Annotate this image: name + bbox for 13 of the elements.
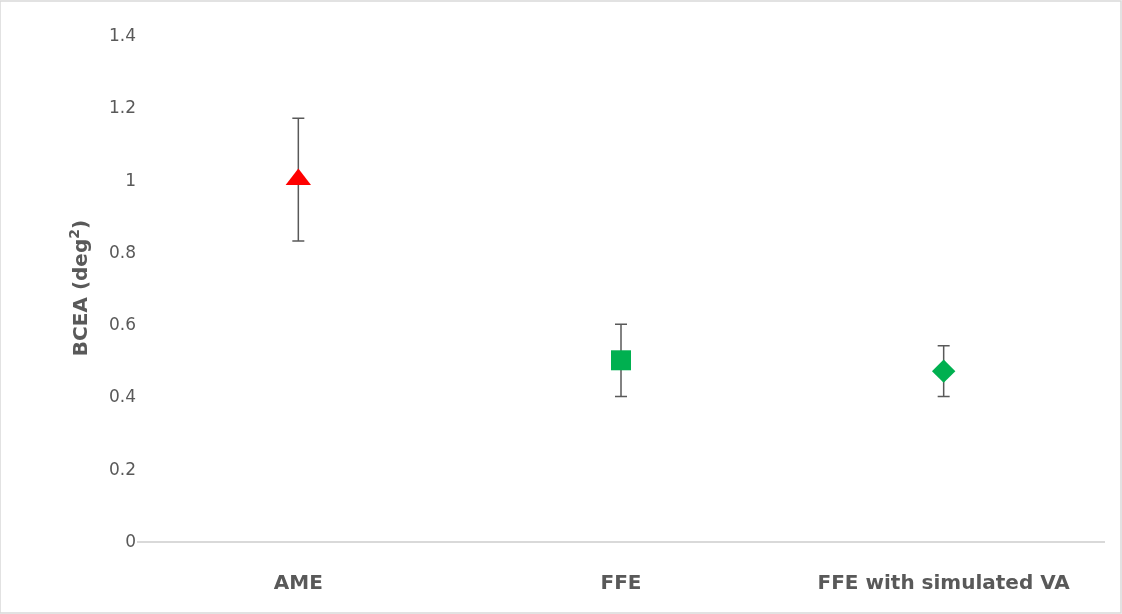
point (931, 359, 956, 383)
y-tick-label: 0.2 (108, 458, 136, 479)
y-tick-label: 1.2 (108, 97, 136, 118)
x-tick-label: FFE (600, 569, 642, 594)
y-tick-label: 0 (125, 530, 136, 551)
y-tick-label: 1 (125, 169, 136, 190)
y-tick-label: 0.4 (108, 386, 136, 407)
x-tick-label: AME (273, 569, 323, 594)
y-tick-label: 1.4 (108, 24, 136, 45)
y-tick-label: 0.6 (108, 314, 136, 335)
y-tick-label: 0.8 (108, 241, 136, 262)
point (611, 350, 631, 371)
x-tick-label: FFE with simulated VA (817, 569, 1071, 594)
